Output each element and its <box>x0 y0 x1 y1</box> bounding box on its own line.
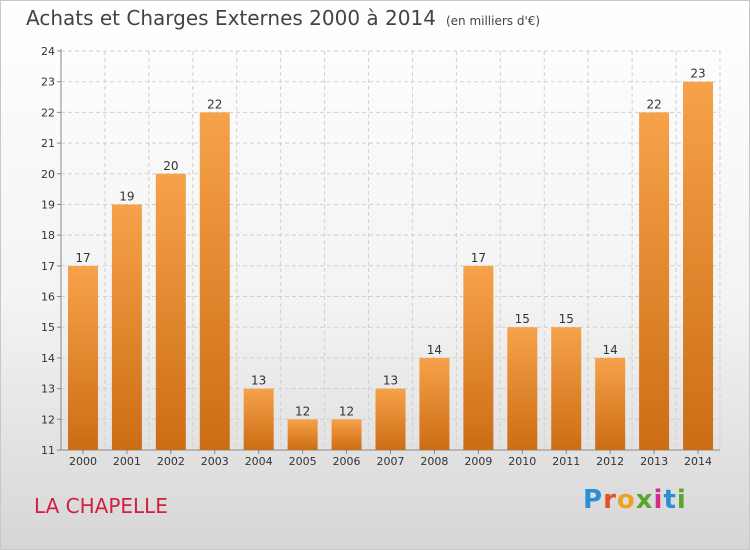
x-tick-label-2001: 2001 <box>113 455 141 468</box>
bar-2004 <box>243 388 274 450</box>
bar-2005 <box>287 419 318 450</box>
data-label-2006: 12 <box>339 404 354 418</box>
city-name: LA CHAPELLE <box>34 494 168 518</box>
bar-2008 <box>419 357 450 450</box>
bar-2013 <box>639 112 670 450</box>
data-label-2013: 22 <box>646 97 661 111</box>
chart-title: Achats et Charges Externes 2000 à 2014 (e… <box>26 6 540 30</box>
y-tick-label: 13 <box>41 383 55 396</box>
bar-2014 <box>683 81 714 450</box>
data-label-2004: 13 <box>251 374 266 388</box>
data-label-2010: 15 <box>515 312 530 326</box>
bar-2003 <box>199 112 230 450</box>
bar-2009 <box>463 265 494 450</box>
y-tick-label: 17 <box>41 260 55 273</box>
y-tick-label: 11 <box>41 444 55 457</box>
data-label-2011: 15 <box>559 312 574 326</box>
bar-2012 <box>595 357 626 450</box>
bar-2001 <box>111 204 142 450</box>
bar-2006 <box>331 419 362 450</box>
data-label-2000: 17 <box>75 251 90 265</box>
data-label-2014: 23 <box>690 67 705 81</box>
y-tick-label: 23 <box>41 76 55 89</box>
x-tick-label-2002: 2002 <box>157 455 185 468</box>
labels: 17 19 20 22 13 12 12 13 14 17 15 15 14 22 23 <box>75 67 705 419</box>
data-label-2007: 13 <box>383 374 398 388</box>
bars <box>67 81 714 450</box>
x-tick-label-2004: 2004 <box>245 455 273 468</box>
proxiti-logo: Proxiti <box>583 485 687 515</box>
logo-letter: i <box>676 485 687 515</box>
x-tick-label-2006: 2006 <box>333 455 361 468</box>
data-label-2001: 19 <box>119 189 134 203</box>
x-tick-label-2013: 2013 <box>640 455 668 468</box>
logo-letter: r <box>603 485 617 515</box>
y-tick-label: 16 <box>41 291 55 304</box>
x-tick-label-2007: 2007 <box>377 455 405 468</box>
x-tick-label-2000: 2000 <box>69 455 97 468</box>
y-tick-label: 20 <box>41 168 55 181</box>
logo-letter: x <box>635 485 654 515</box>
x-tick-label-2003: 2003 <box>201 455 229 468</box>
data-label-2005: 12 <box>295 404 310 418</box>
y-tick-label: 15 <box>41 321 55 334</box>
axes: 11 12 13 14 15 16 17 18 19 20 21 22 23 24 2000 2001 2002… <box>41 45 720 468</box>
bar-2002 <box>155 173 186 450</box>
y-tick-label: 12 <box>41 413 55 426</box>
chart-unit: (en milliers d'€) <box>445 14 541 28</box>
chart-title-text: Achats et Charges Externes 2000 à 2014 <box>26 6 436 30</box>
x-tick-label-2010: 2010 <box>508 455 536 468</box>
x-tick-label-2008: 2008 <box>420 455 448 468</box>
y-tick-label: 21 <box>41 137 55 150</box>
data-label-2008: 14 <box>427 343 442 357</box>
data-label-2002: 20 <box>163 159 178 173</box>
data-label-2003: 22 <box>207 97 222 111</box>
data-label-2009: 17 <box>471 251 486 265</box>
x-tick-label-2011: 2011 <box>552 455 580 468</box>
y-tick-label: 24 <box>41 45 55 58</box>
bar-2011 <box>551 327 582 450</box>
bar-2007 <box>375 388 406 450</box>
y-tick-label: 14 <box>41 352 55 365</box>
y-tick-label: 19 <box>41 198 55 211</box>
x-tick-label-2009: 2009 <box>464 455 492 468</box>
bar-2010 <box>507 327 538 450</box>
y-tick-label: 22 <box>41 106 55 119</box>
x-tick-label-2012: 2012 <box>596 455 624 468</box>
y-tick-label: 18 <box>41 229 55 242</box>
bar-2000 <box>67 265 98 450</box>
logo-letter: P <box>583 485 604 515</box>
x-tick-label-2014: 2014 <box>684 455 712 468</box>
logo-letter: i <box>653 485 664 515</box>
logo-letter: t <box>663 485 677 515</box>
data-label-2012: 14 <box>603 343 618 357</box>
logo-letter: o <box>616 485 636 515</box>
x-tick-label-2005: 2005 <box>289 455 317 468</box>
